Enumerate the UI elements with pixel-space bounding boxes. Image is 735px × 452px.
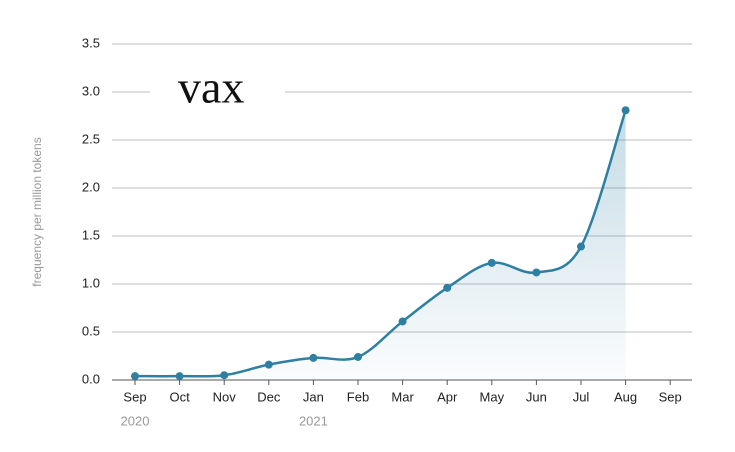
- y-tick-label: 1.5: [82, 227, 100, 242]
- x-tick-label: Jun: [526, 389, 547, 404]
- y-tick-label: 0.0: [82, 371, 100, 386]
- point: [487, 258, 496, 267]
- area: [135, 110, 626, 381]
- point: [264, 360, 273, 369]
- point: [131, 372, 139, 381]
- y-tick-label: 3.5: [82, 35, 100, 50]
- x-tick-label: Nov: [213, 389, 237, 404]
- y-tick-label: 2.0: [82, 179, 100, 194]
- point: [309, 353, 318, 362]
- year-label: 2021: [299, 413, 328, 428]
- point: [443, 283, 452, 292]
- x-tick-label: Oct: [169, 389, 190, 404]
- year-label: 2020: [121, 413, 150, 428]
- x-tick-label: Feb: [347, 389, 369, 404]
- point: [354, 352, 362, 361]
- point: [398, 317, 407, 326]
- chart-title: vax: [178, 62, 244, 113]
- point: [220, 371, 229, 380]
- x-tick-label: Sep: [123, 389, 146, 404]
- point: [532, 268, 541, 277]
- point: [175, 372, 184, 381]
- y-axis-label: frequency per million tokens: [30, 137, 44, 286]
- title-backdrop: [150, 70, 285, 115]
- x-tick-label: Jan: [303, 389, 324, 404]
- x-tick-label: Jul: [573, 389, 590, 404]
- point: [577, 242, 585, 251]
- y-tick-label: 1.0: [82, 275, 100, 290]
- y-tick-label: 3.0: [82, 83, 100, 98]
- x-tick-label: Apr: [437, 389, 458, 404]
- x-tick-label: May: [480, 389, 505, 404]
- y-tick-label: 2.5: [82, 131, 100, 146]
- x-tick-label: Dec: [257, 389, 281, 404]
- y-tick-label: 0.5: [82, 323, 100, 338]
- x-tick-label: Sep: [659, 389, 682, 404]
- x-tick-label: Mar: [391, 389, 414, 404]
- point: [621, 106, 630, 115]
- x-tick-label: Aug: [614, 389, 637, 404]
